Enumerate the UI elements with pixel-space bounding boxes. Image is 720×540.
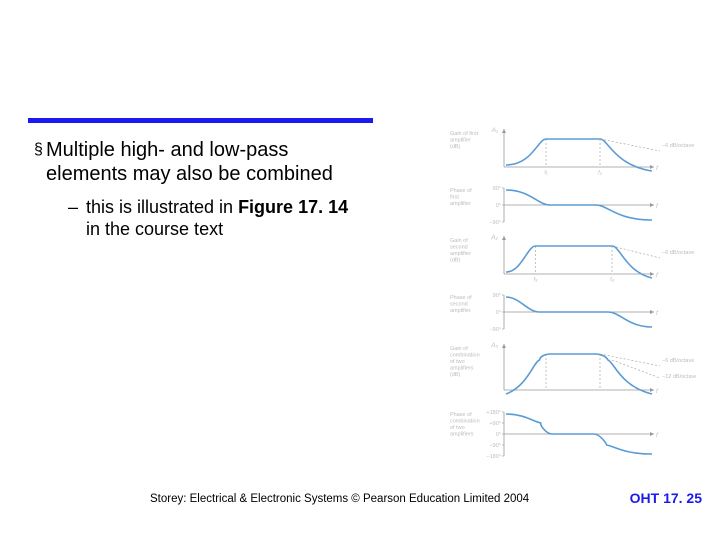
svg-text:amplifier: amplifier xyxy=(450,308,471,314)
svg-text:second: second xyxy=(450,245,468,251)
svg-text:+180°: +180° xyxy=(486,410,501,416)
svg-text:(dB): (dB) xyxy=(450,372,461,378)
svg-text:amplifier: amplifier xyxy=(450,138,471,144)
svg-text:f₄: f₄ xyxy=(610,277,614,283)
svg-text:90°: 90° xyxy=(493,186,501,192)
svg-text:first: first xyxy=(450,195,459,201)
svg-text:Gain of: Gain of xyxy=(450,346,468,352)
sub-part2: in the course text xyxy=(86,219,223,239)
svg-text:−90°: −90° xyxy=(489,220,501,226)
svg-text:−6 dB/octave: −6 dB/octave xyxy=(662,143,694,149)
sub-part1: this is illustrated in xyxy=(86,197,238,217)
svg-text:second: second xyxy=(450,302,468,308)
svg-text:−90°: −90° xyxy=(489,443,501,449)
svg-text:f: f xyxy=(656,388,659,395)
svg-text:A₂: A₂ xyxy=(490,234,498,241)
svg-text:amplifier: amplifier xyxy=(450,201,471,207)
main-bullet: § Multiple high- and low-pass elements m… xyxy=(34,138,434,186)
svg-text:Gain of: Gain of xyxy=(450,238,468,244)
svg-text:f₂: f₂ xyxy=(598,170,603,176)
bullet-block: § Multiple high- and low-pass elements m… xyxy=(34,138,434,240)
bullet-line1: Multiple high- and low-pass xyxy=(46,139,288,161)
svg-text:f: f xyxy=(656,165,659,172)
svg-text:f: f xyxy=(656,310,659,317)
bullet-text: Multiple high- and low-pass elements may… xyxy=(46,138,333,186)
slide: § Multiple high- and low-pass elements m… xyxy=(0,0,720,540)
svg-text:A₁: A₁ xyxy=(491,127,498,134)
svg-text:f₃: f₃ xyxy=(534,277,539,283)
svg-text:−180°: −180° xyxy=(486,454,501,460)
figure-ref: Figure 17. 14 xyxy=(238,197,348,217)
bullet-line2: elements may also be combined xyxy=(46,163,333,185)
svg-text:f: f xyxy=(656,272,659,279)
svg-text:f: f xyxy=(656,432,659,439)
svg-text:Phase of: Phase of xyxy=(450,295,472,301)
svg-text:−90°: −90° xyxy=(489,327,501,333)
svg-text:f₁: f₁ xyxy=(544,170,548,176)
svg-text:−12 dB/octave: −12 dB/octave xyxy=(662,374,696,380)
svg-text:A₃: A₃ xyxy=(490,342,498,349)
svg-text:+90°: +90° xyxy=(489,421,501,427)
svg-text:of two: of two xyxy=(450,359,465,365)
svg-text:combination: combination xyxy=(450,419,480,425)
svg-text:f: f xyxy=(656,203,659,210)
svg-text:amplifiers: amplifiers xyxy=(450,366,474,372)
svg-text:amplifiers: amplifiers xyxy=(450,432,474,438)
svg-text:Phase of: Phase of xyxy=(450,412,472,418)
sub-text: this is illustrated in Figure 17. 14 in … xyxy=(86,196,348,240)
svg-text:−6 dB/octave: −6 dB/octave xyxy=(662,250,694,256)
bullet-marker: § xyxy=(34,138,46,162)
sub-bullet: – this is illustrated in Figure 17. 14 i… xyxy=(68,196,434,240)
svg-text:Gain of first: Gain of first xyxy=(450,131,479,137)
svg-text:0°: 0° xyxy=(496,310,501,316)
svg-text:0°: 0° xyxy=(496,203,501,209)
bode-figure: Gain of firstamplifier(dB)A₁f₁f₂−6 dB/oc… xyxy=(448,122,696,474)
svg-text:Phase of: Phase of xyxy=(450,188,472,194)
svg-text:(dB): (dB) xyxy=(450,258,461,264)
svg-text:amplifier: amplifier xyxy=(450,251,471,257)
footer-credit: Storey: Electrical & Electronic Systems … xyxy=(150,493,529,505)
slide-number: OHT 17. 25 xyxy=(630,490,702,506)
svg-text:0°: 0° xyxy=(496,432,501,438)
horizontal-rule xyxy=(28,118,373,123)
svg-text:of two: of two xyxy=(450,425,465,431)
svg-text:−6 dB/octave: −6 dB/octave xyxy=(662,358,694,364)
svg-text:90°: 90° xyxy=(493,293,501,299)
svg-text:combination: combination xyxy=(450,353,480,359)
svg-text:(dB): (dB) xyxy=(450,144,461,150)
sub-marker: – xyxy=(68,196,86,218)
